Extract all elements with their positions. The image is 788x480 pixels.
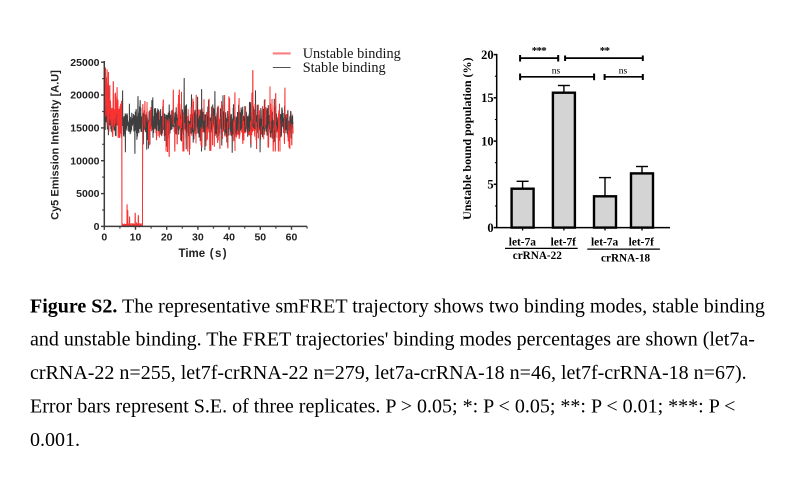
svg-text:Figure S2. The representative: Figure S2. The representative smFRET tra… bbox=[30, 296, 765, 318]
svg-text:10: 10 bbox=[481, 134, 494, 148]
svg-text:Error bars represent S.E. of t: Error bars represent S.E. of three repli… bbox=[30, 396, 735, 418]
svg-text:let-7f: let-7f bbox=[551, 237, 577, 249]
svg-text:let-7a: let-7a bbox=[591, 237, 619, 249]
svg-text:Cy5 Emission Intensity [A.U]: Cy5 Emission Intensity [A.U] bbox=[50, 70, 62, 220]
svg-text:crRNA-22: crRNA-22 bbox=[513, 250, 562, 262]
svg-text:let-7a: let-7a bbox=[509, 237, 537, 249]
svg-text:Stable binding: Stable binding bbox=[303, 60, 386, 76]
svg-text:15: 15 bbox=[481, 91, 494, 105]
svg-text:ns: ns bbox=[552, 67, 561, 77]
svg-text:0: 0 bbox=[94, 221, 100, 233]
svg-text:let-7f: let-7f bbox=[629, 237, 655, 249]
svg-text:0: 0 bbox=[101, 231, 107, 243]
svg-text:15000: 15000 bbox=[70, 123, 99, 135]
svg-text:10000: 10000 bbox=[70, 155, 99, 167]
svg-text:0: 0 bbox=[487, 221, 493, 235]
svg-text:Unstable binding: Unstable binding bbox=[303, 46, 401, 62]
svg-text:ns: ns bbox=[619, 67, 628, 77]
svg-text:40: 40 bbox=[223, 231, 235, 243]
svg-text:Time (s): Time (s) bbox=[179, 248, 229, 260]
svg-text:20: 20 bbox=[161, 231, 173, 243]
svg-text:crRNA-18: crRNA-18 bbox=[601, 253, 650, 265]
svg-text:25000: 25000 bbox=[70, 57, 99, 69]
svg-text:10: 10 bbox=[130, 231, 142, 243]
svg-text:20: 20 bbox=[481, 48, 494, 62]
svg-text:30: 30 bbox=[192, 231, 204, 243]
svg-text:**: ** bbox=[600, 45, 611, 57]
svg-text:Unstable bound population (%): Unstable bound population (%) bbox=[460, 58, 474, 220]
svg-text:20000: 20000 bbox=[70, 90, 99, 102]
svg-text:50: 50 bbox=[254, 231, 266, 243]
svg-text:crRNA-22 n=255, let7f-crRNA-22: crRNA-22 n=255, let7f-crRNA-22 n=279, le… bbox=[30, 362, 747, 384]
svg-text:and unstable binding. The FRET: and unstable binding. The FRET trajector… bbox=[30, 329, 755, 351]
svg-text:***: *** bbox=[532, 45, 548, 57]
svg-text:60: 60 bbox=[286, 231, 298, 243]
svg-text:0.001.: 0.001. bbox=[30, 429, 80, 451]
svg-text:5: 5 bbox=[487, 178, 493, 192]
svg-text:5000: 5000 bbox=[76, 188, 100, 200]
